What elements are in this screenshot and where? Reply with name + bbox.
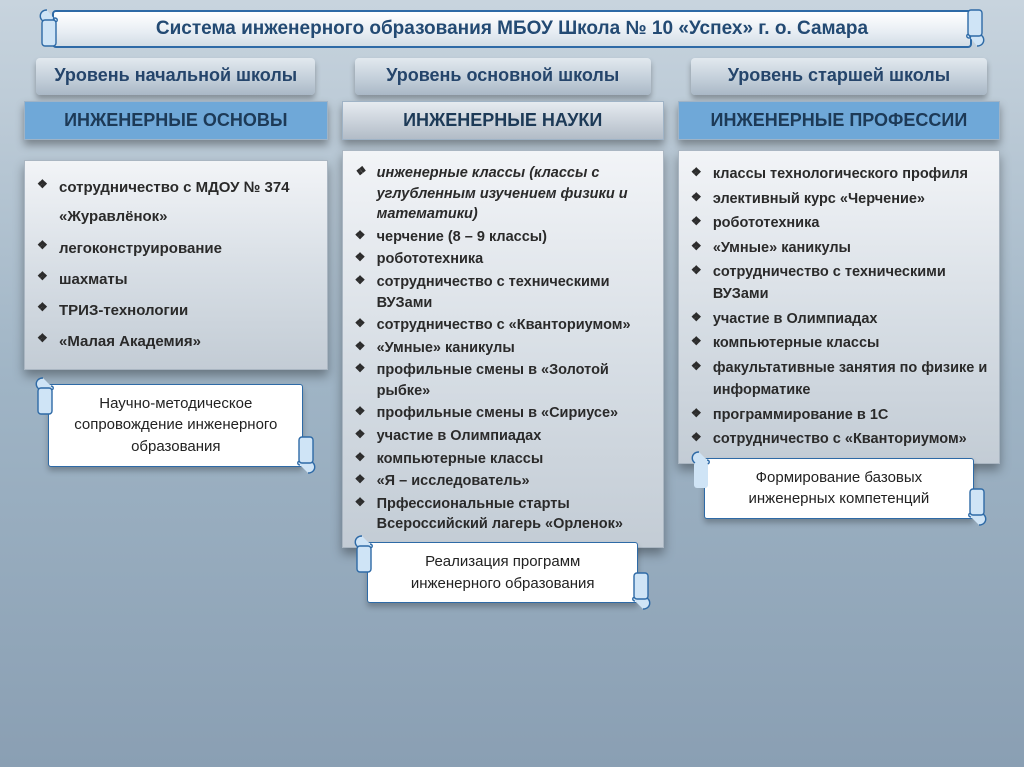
- list-item: элективный курс «Черчение»: [713, 188, 989, 210]
- list-item: участие в Олимпиадах: [713, 308, 989, 330]
- diagram-stage: Система инженерного образования МБОУ Шко…: [0, 0, 1024, 767]
- items-box: инженерные классы (классы с углубленным …: [342, 150, 664, 548]
- list-item: «Я – исследователь»: [377, 471, 653, 492]
- list-item: сотрудничество с МДОУ № 374 «Журавлёнок»: [59, 173, 317, 232]
- list-item: «Умные» каникулы: [377, 338, 653, 359]
- scroll-icon: [30, 376, 56, 416]
- section-band: ИНЖЕНЕРНЫЕ НАУКИ: [342, 101, 664, 141]
- list-item: профильные смены в «Сириусе»: [377, 403, 653, 424]
- title-wrap: Система инженерного образования МБОУ Шко…: [52, 10, 972, 48]
- scroll-icon: [966, 487, 992, 527]
- section-band: ИНЖЕНЕРНЫЕ ОСНОВЫ: [24, 101, 328, 141]
- list-item: программирование в 1С: [713, 404, 989, 426]
- list-item: «Малая Академия»: [59, 327, 317, 356]
- list-item: классы технологического профиля: [713, 163, 989, 185]
- scroll-icon: [349, 534, 375, 574]
- list-item: сотрудничество с «Кванториумом»: [713, 428, 989, 450]
- list-item: компьютерные классы: [377, 449, 653, 470]
- list-item: легоконструирование: [59, 234, 317, 263]
- columns: Уровень начальной школы ИНЖЕНЕРНЫЕ ОСНОВ…: [16, 54, 1008, 603]
- list-item: сотрудничество с «Кванториумом»: [377, 315, 653, 336]
- list-item: профильные смены в «Золотой рыбке»: [377, 360, 653, 401]
- page-title: Система инженерного образования МБОУ Шко…: [52, 10, 972, 48]
- items-box: сотрудничество с МДОУ № 374 «Журавлёнок»…: [24, 160, 328, 370]
- list-item: робототехника: [377, 249, 653, 270]
- level-header: Уровень старшей школы: [691, 58, 987, 95]
- footer-label: Формирование базовых инженерных компетен…: [704, 458, 975, 520]
- scroll-icon: [686, 450, 712, 490]
- list-item: ТРИЗ-технологии: [59, 296, 317, 325]
- list-item: участие в Олимпиадах: [377, 426, 653, 447]
- list-item: факультативные занятия по физике и инфор…: [713, 357, 989, 402]
- column-primary: Уровень начальной школы ИНЖЕНЕРНЫЕ ОСНОВ…: [24, 54, 328, 467]
- scroll-icon: [34, 8, 60, 48]
- list-item: шахматы: [59, 265, 317, 294]
- footer-scroll: Реализация программ инженерного образова…: [367, 542, 638, 604]
- list-item: «Умные» каникулы: [713, 237, 989, 259]
- column-middle: Уровень основной школы ИНЖЕНЕРНЫЕ НАУКИ …: [342, 54, 664, 603]
- footer-label: Реализация программ инженерного образова…: [367, 542, 638, 604]
- list-item: черчение (8 – 9 классы): [377, 227, 653, 248]
- list-item: компьютерные классы: [713, 332, 989, 354]
- list-item: Прфессиональные старты Всероссийский лаг…: [377, 494, 653, 535]
- footer-scroll: Формирование базовых инженерных компетен…: [704, 458, 975, 520]
- items-box: классы технологического профиля элективн…: [678, 150, 1000, 464]
- scroll-icon: [630, 571, 656, 611]
- level-header: Уровень начальной школы: [36, 58, 315, 95]
- list-item: инженерные классы (классы с углубленным …: [377, 163, 653, 225]
- scroll-icon: [964, 8, 990, 48]
- footer-label: Научно-методическое сопровождение инжене…: [48, 384, 303, 467]
- list-item: робототехника: [713, 212, 989, 234]
- level-header: Уровень основной школы: [355, 58, 651, 95]
- scroll-icon: [295, 435, 321, 475]
- list-item: сотрудничество с техническими ВУЗами: [377, 272, 653, 313]
- column-senior: Уровень старшей школы ИНЖЕНЕРНЫЕ ПРОФЕСС…: [678, 54, 1000, 519]
- footer-scroll: Научно-методическое сопровождение инжене…: [48, 384, 303, 467]
- list-item: сотрудничество с техническими ВУЗами: [713, 261, 989, 306]
- section-band: ИНЖЕНЕРНЫЕ ПРОФЕССИИ: [678, 101, 1000, 141]
